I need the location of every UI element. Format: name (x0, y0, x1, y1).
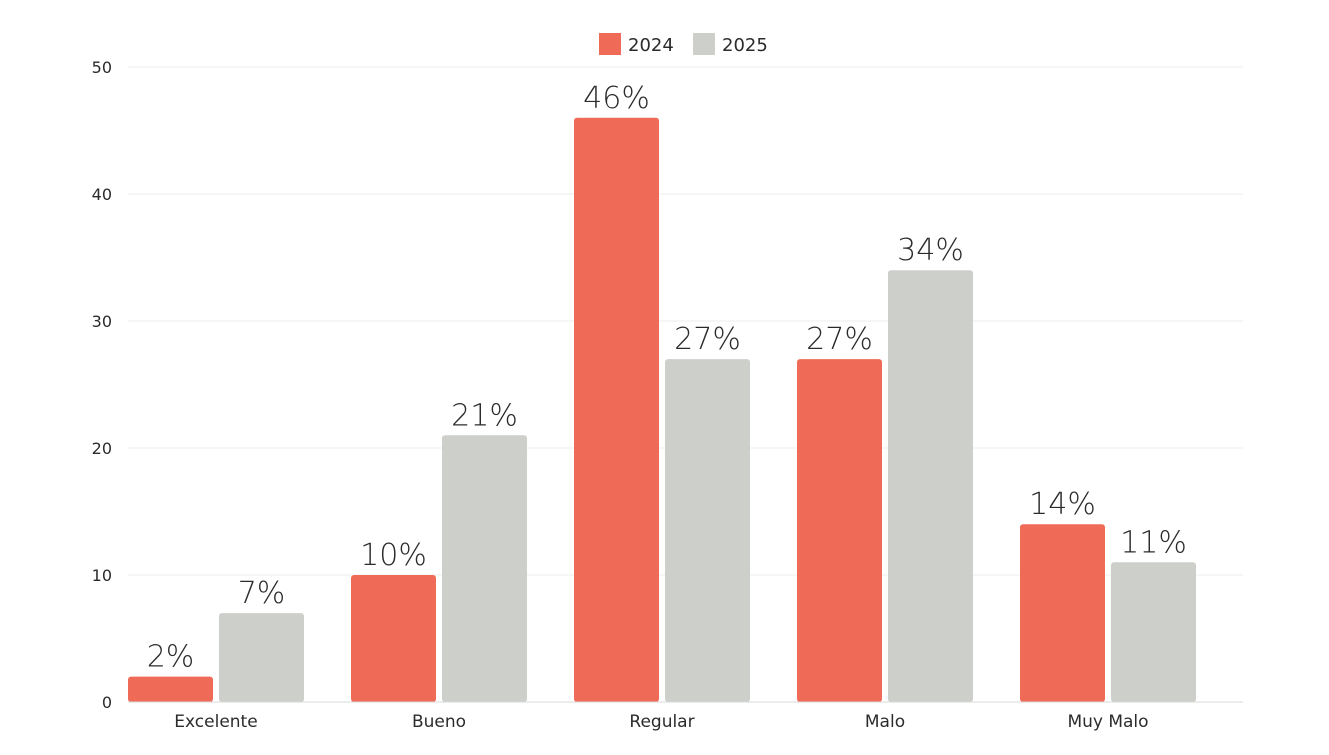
y-tick-label: 10 (92, 566, 112, 585)
data-label: 11% (1120, 525, 1187, 560)
bar-2024-bueno (351, 575, 436, 702)
x-axis: Excelente Bueno Regular Malo Muy Malo (128, 701, 1243, 732)
legend-swatch-2025 (693, 33, 715, 55)
bar-2025-muy-malo (1111, 562, 1196, 702)
data-labels: 2% 7% 10% 21% 46% 27% 27% 34% 14% 11% (147, 81, 1187, 675)
x-category-label: Muy Malo (1067, 712, 1148, 732)
bar-2025-malo (888, 270, 973, 702)
x-category-label: Bueno (412, 712, 466, 732)
y-tick-label: 30 (92, 312, 112, 331)
bar-2024-excelente (128, 676, 213, 702)
legend-swatch-2024 (599, 33, 621, 55)
y-tick-label: 0 (102, 693, 112, 712)
legend-label: 2025 (722, 35, 768, 56)
x-category-label: Malo (865, 712, 905, 732)
bar-2025-excelente (219, 613, 304, 702)
data-label: 10% (360, 538, 427, 573)
data-label: 14% (1029, 487, 1096, 522)
legend: 2024 2025 (599, 33, 768, 56)
y-tick-label: 50 (92, 58, 112, 77)
x-category-label: Excelente (174, 712, 257, 732)
bar-2025-bueno (442, 435, 527, 702)
data-label: 46% (583, 81, 650, 116)
data-label: 7% (238, 576, 286, 611)
legend-label: 2024 (628, 35, 674, 56)
y-tick-label: 20 (92, 439, 112, 458)
bar-2024-muy-malo (1020, 524, 1105, 702)
bar-2025-regular (665, 359, 750, 702)
data-label: 27% (806, 322, 873, 357)
data-label: 2% (147, 640, 195, 675)
bar-2024-regular (574, 117, 659, 703)
x-category-label: Regular (629, 712, 694, 732)
bar-2024-malo (797, 359, 882, 702)
y-tick-label: 40 (92, 185, 112, 204)
y-axis: 0 10 20 30 40 50 (92, 58, 112, 712)
data-label: 21% (451, 398, 518, 433)
data-label: 27% (674, 322, 741, 357)
bars (128, 117, 1196, 703)
data-label: 34% (897, 233, 964, 268)
